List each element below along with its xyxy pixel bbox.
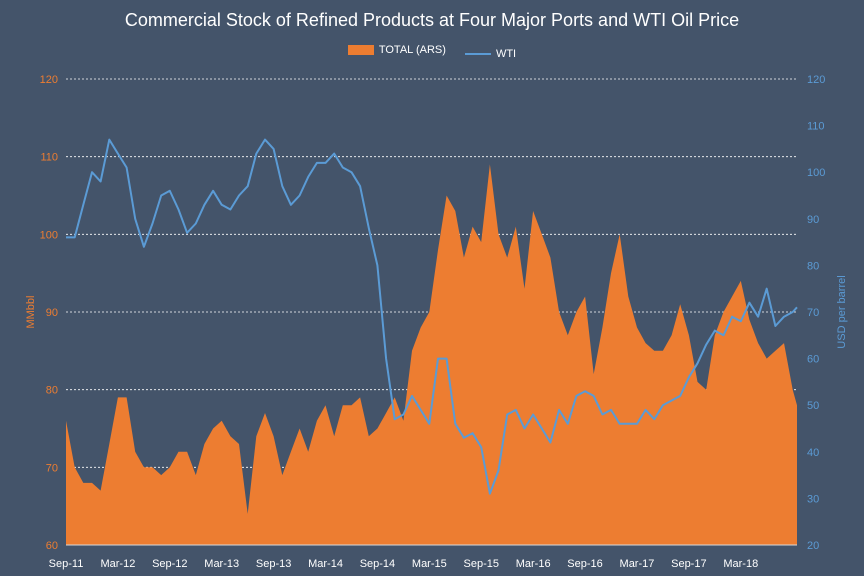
x-tick-label: Mar-12 (100, 558, 135, 570)
y-left-tick-label: 60 (46, 540, 58, 552)
y-right-tick-label: 90 (807, 214, 819, 226)
y-right-tick-label: 40 (807, 447, 819, 459)
line-wti (66, 138, 798, 495)
x-tick-label: Mar-17 (620, 558, 655, 570)
y-right-tick-label: 110 (807, 121, 825, 133)
legend: TOTAL (ARS) WTI (0, 44, 864, 60)
y-right-tick-label: 80 (807, 260, 819, 272)
y-left-tick-label: 80 (46, 385, 58, 397)
x-tick-label: Sep-12 (152, 558, 187, 570)
legend-label-wti: WTI (495, 48, 517, 60)
x-tick-label: Sep-14 (360, 558, 395, 570)
legend-item-total: TOTAL (ARS) (347, 44, 446, 56)
y-right-tick-label: 100 (807, 167, 825, 179)
y-left-axis-label: MMbbl (25, 295, 37, 328)
y-left-tick-label: 110 (40, 152, 58, 164)
y-left-tick-label: 120 (40, 74, 58, 86)
area-total-ars (66, 164, 797, 545)
x-tick-label: Mar-14 (308, 558, 343, 570)
x-tick-label: Sep-15 (464, 558, 499, 570)
y-right-tick-label: 60 (807, 354, 819, 366)
x-tick-label: Mar-15 (412, 558, 447, 570)
x-tick-label: Mar-18 (723, 558, 758, 570)
y-right-axis-label: USD per barrel (836, 275, 848, 348)
legend-swatch-wti (464, 53, 491, 55)
x-tick-label: Mar-13 (204, 558, 239, 570)
y-right-tick-label: 50 (807, 400, 819, 412)
legend-swatch-total (347, 45, 374, 55)
x-tick-label: Mar-16 (516, 558, 551, 570)
y-right-tick-label: 20 (807, 540, 819, 552)
x-tick-label: Sep-11 (49, 558, 84, 570)
y-right-tick-label: 30 (807, 493, 819, 505)
legend-label-total: TOTAL (ARS) (378, 44, 446, 56)
x-tick-label: Sep-13 (256, 558, 291, 570)
y-left-tick-label: 100 (40, 229, 58, 241)
y-left-tick-label: 90 (46, 307, 58, 319)
chart-title: Commercial Stock of Refined Products at … (124, 10, 740, 30)
x-tick-label: Sep-16 (567, 558, 602, 570)
y-right-tick-label: 70 (807, 307, 819, 319)
x-tick-label: Sep-17 (671, 558, 706, 570)
legend-item-wti: WTI (464, 48, 517, 60)
y-left-tick-label: 70 (46, 462, 58, 474)
y-right-tick-label: 120 (807, 74, 825, 86)
